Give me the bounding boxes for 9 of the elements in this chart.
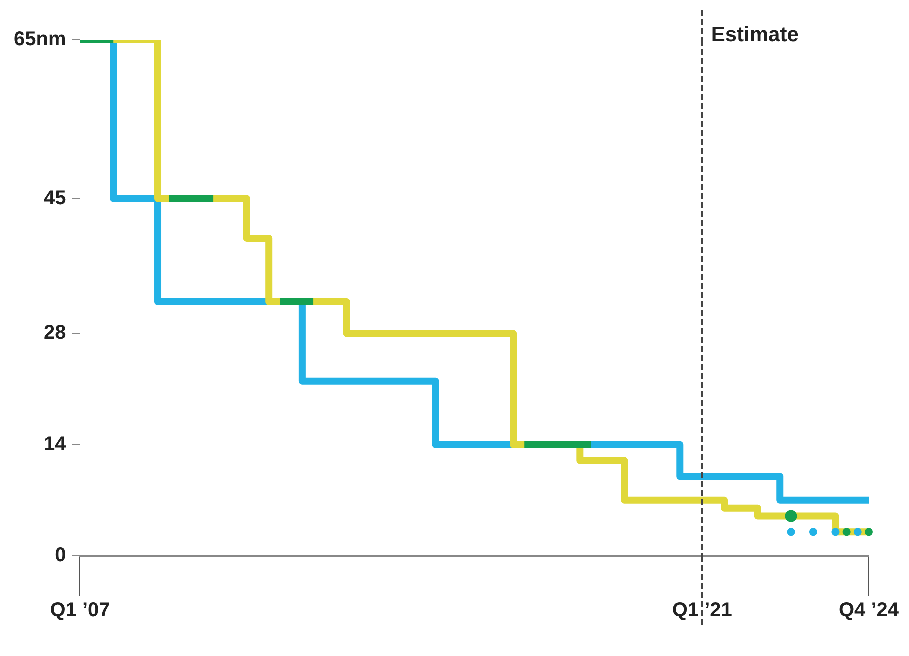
x-tick-label: Q4 ’24 <box>838 600 900 622</box>
x-tick-label: Q1 ’07 <box>50 600 110 622</box>
y-tick-label: 14 <box>44 433 68 456</box>
ref-line-label: Estimate <box>711 23 799 46</box>
x-tick-label: Q1 ’21 <box>672 600 732 622</box>
y-tick-label: 65nm <box>14 28 66 51</box>
y-tick-label: 0 <box>55 544 66 567</box>
y-tick-label: 28 <box>44 322 66 344</box>
y-tick-label: 45 <box>44 187 66 210</box>
